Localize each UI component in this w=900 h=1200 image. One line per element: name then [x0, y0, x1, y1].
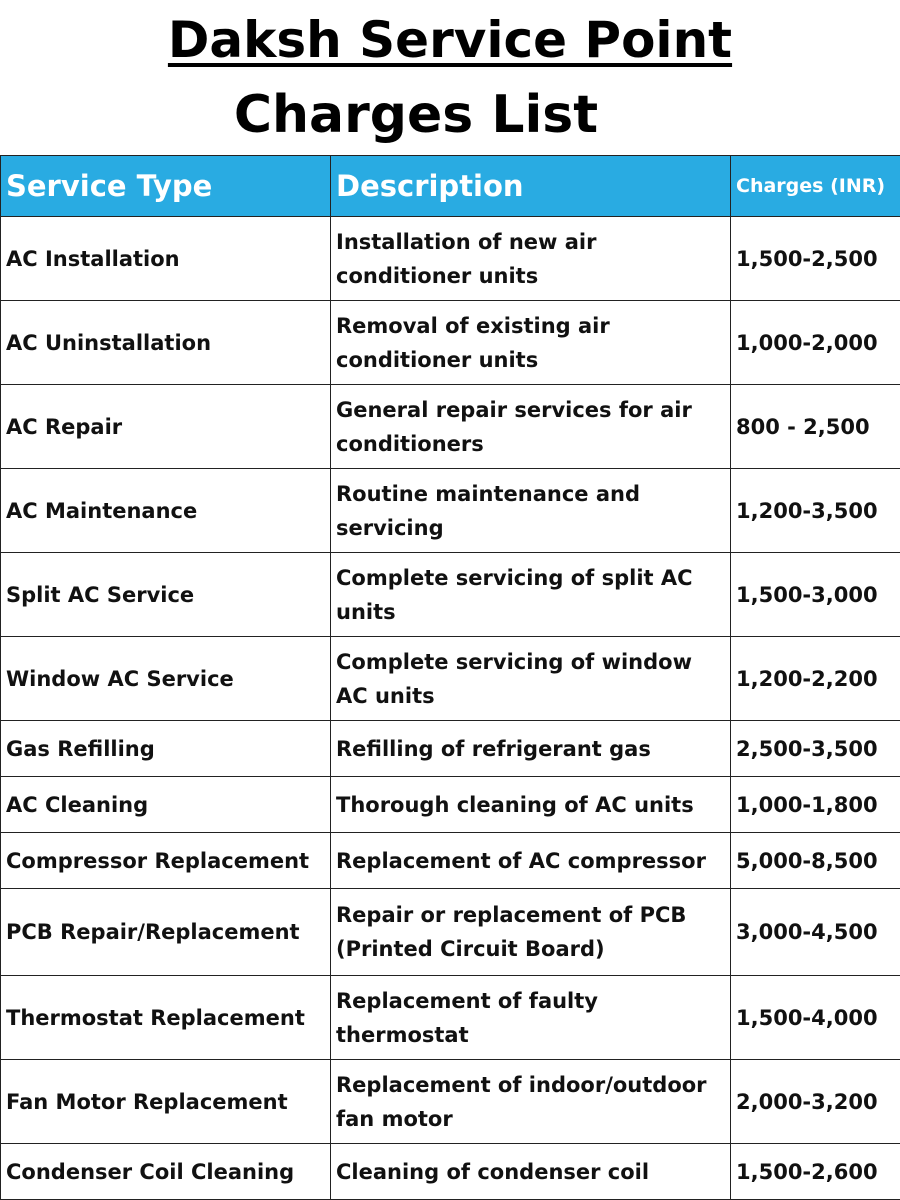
- service-cell: AC Repair: [0, 384, 331, 469]
- description-cell: Removal of existing air conditioner unit…: [330, 300, 731, 385]
- description-cell: General repair services for air conditio…: [330, 384, 731, 469]
- page-title-text: Daksh Service Point: [167, 11, 733, 69]
- table-row: AC Cleaning Thorough cleaning of AC unit…: [0, 776, 900, 833]
- charges-cell: 5,000-8,500: [730, 832, 900, 889]
- service-cell: Split AC Service: [0, 552, 331, 637]
- service-cell: PCB Repair/Replacement: [0, 888, 331, 976]
- service-cell: Gas Refilling: [0, 720, 331, 777]
- table-header: Service Type Description Charges (INR): [0, 155, 900, 217]
- charges-cell: 1,000-1,800: [730, 776, 900, 833]
- description-cell: Cleaning of condenser coil: [330, 1143, 731, 1200]
- service-cell: Compressor Replacement: [0, 832, 331, 889]
- table-row: Window AC Service Complete servicing of …: [0, 636, 900, 721]
- service-cell: AC Cleaning: [0, 776, 331, 833]
- service-cell: Condenser Coil Cleaning: [0, 1143, 331, 1200]
- table-row: AC Installation Installation of new air …: [0, 216, 900, 301]
- column-header-description: Description: [330, 155, 731, 217]
- description-cell: Installation of new air conditioner unit…: [330, 216, 731, 301]
- service-cell: AC Installation: [0, 216, 331, 301]
- charges-cell: 1,200-3,500: [730, 468, 900, 553]
- charges-cell: 1,000-2,000: [730, 300, 900, 385]
- table-body: AC Installation Installation of new air …: [0, 216, 900, 1200]
- charges-table: Service Type Description Charges (INR) A…: [0, 155, 900, 1200]
- table-row: Fan Motor Replacement Replacement of ind…: [0, 1059, 900, 1144]
- charges-cell: 800 - 2,500: [730, 384, 900, 469]
- page-subtitle: Charges List: [233, 85, 599, 145]
- service-cell: AC Uninstallation: [0, 300, 331, 385]
- column-header-charges: Charges (INR): [730, 155, 900, 217]
- table-row: Split AC Service Complete servicing of s…: [0, 552, 900, 637]
- description-cell: Replacement of indoor/outdoor fan motor: [330, 1059, 731, 1144]
- table-row: AC Uninstallation Removal of existing ai…: [0, 300, 900, 385]
- table-row: Condenser Coil Cleaning Cleaning of cond…: [0, 1143, 900, 1200]
- charges-cell: 3,000-4,500: [730, 888, 900, 976]
- table-row: Gas Refilling Refilling of refrigerant g…: [0, 720, 900, 777]
- service-cell: Window AC Service: [0, 636, 331, 721]
- description-cell: Replacement of AC compressor: [330, 832, 731, 889]
- table-row: PCB Repair/Replacement Repair or replace…: [0, 888, 900, 976]
- column-header-service-type: Service Type: [0, 155, 331, 217]
- description-cell: Refilling of refrigerant gas: [330, 720, 731, 777]
- service-cell: Thermostat Replacement: [0, 975, 331, 1060]
- description-cell: Thorough cleaning of AC units: [330, 776, 731, 833]
- charges-cell: 1,500-2,500: [730, 216, 900, 301]
- charges-cell: 1,500-4,000: [730, 975, 900, 1060]
- table-row: AC Maintenance Routine maintenance and s…: [0, 468, 900, 553]
- page-title: Daksh Service Point: [0, 6, 900, 74]
- charges-cell: 2,000-3,200: [730, 1059, 900, 1144]
- table-row: AC Repair General repair services for ai…: [0, 384, 900, 469]
- table-header-row: Service Type Description Charges (INR): [0, 155, 900, 217]
- service-cell: Fan Motor Replacement: [0, 1059, 331, 1144]
- description-cell: Replacement of faulty thermostat: [330, 975, 731, 1060]
- table-row: Thermostat Replacement Replacement of fa…: [0, 975, 900, 1060]
- table-row: Compressor Replacement Replacement of AC…: [0, 832, 900, 889]
- description-cell: Repair or replacement of PCB (Printed Ci…: [330, 888, 731, 976]
- description-cell: Routine maintenance and servicing: [330, 468, 731, 553]
- charges-cell: 1,500-2,600: [730, 1143, 900, 1200]
- description-cell: Complete servicing of split AC units: [330, 552, 731, 637]
- charges-cell: 2,500-3,500: [730, 720, 900, 777]
- description-cell: Complete servicing of window AC units: [330, 636, 731, 721]
- service-cell: AC Maintenance: [0, 468, 331, 553]
- charges-cell: 1,500-3,000: [730, 552, 900, 637]
- charges-cell: 1,200-2,200: [730, 636, 900, 721]
